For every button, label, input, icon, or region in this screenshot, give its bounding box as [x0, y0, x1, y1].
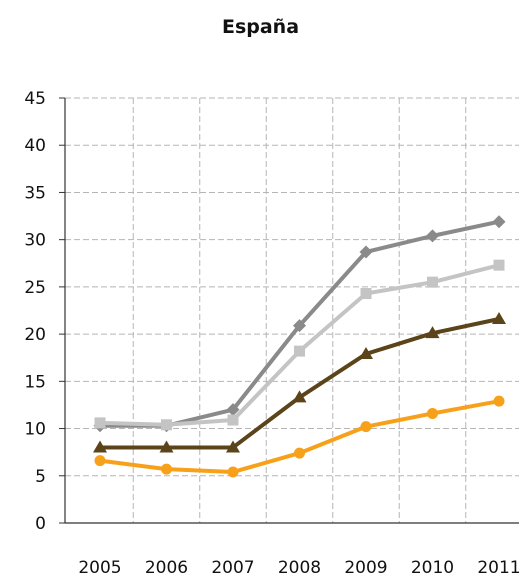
circle-marker — [161, 463, 172, 475]
triangle-marker — [359, 346, 373, 359]
y-tick-label: 20 — [24, 325, 46, 345]
y-tick-label: 45 — [24, 89, 46, 109]
y-tick-label: 5 — [35, 467, 46, 487]
chart-title: España — [221, 16, 300, 38]
x-tick-label: 2006 — [145, 558, 188, 578]
circle-marker — [294, 447, 305, 459]
square-marker — [94, 417, 106, 429]
series-line-3 — [99, 399, 500, 474]
y-tick-label: 0 — [35, 514, 46, 534]
y-tick-label: 35 — [24, 183, 46, 203]
circle-marker — [360, 421, 372, 433]
diamond-marker — [359, 245, 373, 259]
y-tick-label: 30 — [24, 231, 46, 251]
circle-marker — [493, 395, 505, 407]
square-marker — [227, 414, 239, 426]
y-tick-label: 10 — [24, 420, 46, 440]
diamond-marker — [492, 215, 506, 229]
square-marker — [161, 419, 172, 431]
circle-marker — [94, 455, 106, 467]
triangle-marker — [159, 440, 174, 453]
triangle-marker — [292, 390, 307, 403]
x-tick-label: 2007 — [211, 558, 254, 578]
x-tick-label: 2010 — [411, 558, 454, 578]
triangle-marker — [226, 440, 240, 453]
x-tick-label: 2009 — [344, 558, 387, 578]
square-marker — [360, 288, 372, 299]
square-marker — [294, 345, 305, 357]
circle-marker — [427, 407, 438, 419]
diamond-marker — [426, 229, 439, 243]
x-tick-label: 2008 — [278, 558, 321, 578]
triangle-marker — [425, 326, 440, 339]
y-tick-label: 40 — [24, 136, 46, 156]
circle-marker — [227, 466, 239, 478]
triangle-marker — [93, 440, 107, 453]
diamond-marker — [293, 319, 306, 333]
x-tick-label: 2005 — [78, 558, 121, 578]
square-marker — [427, 276, 438, 288]
diamond-marker — [226, 403, 240, 417]
triangle-marker — [492, 312, 506, 324]
y-tick-label: 25 — [24, 278, 46, 298]
x-tick-label: 2011 — [477, 558, 520, 578]
y-tick-label: 15 — [24, 372, 46, 392]
square-marker — [493, 259, 505, 271]
